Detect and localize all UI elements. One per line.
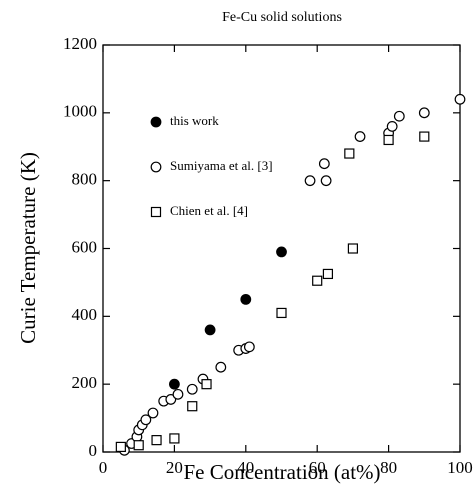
legend-text: this work [170,113,219,128]
legend-text: Sumiyama et al. [3] [170,158,273,173]
y-tick-label: 800 [72,170,98,189]
marker [133,440,144,451]
y-tick-label: 0 [89,441,98,460]
x-tick-label: 40 [237,458,254,477]
marker [322,268,334,280]
marker [386,120,398,132]
legend-marker [150,116,162,128]
x-tick-label: 0 [99,458,108,477]
marker [172,388,184,400]
marker [318,158,330,170]
marker [201,379,212,390]
x-axis-title: Fe Concentration (at%) [183,460,380,484]
x-tick-label: 60 [309,458,326,477]
marker [418,107,430,119]
marker [354,131,366,142]
x-tick-label: 20 [166,458,183,477]
y-tick-label: 1000 [63,102,97,121]
marker [347,243,358,254]
marker [151,435,162,446]
marker [243,341,255,353]
x-tick-label: 80 [380,458,397,477]
marker [454,93,466,105]
marker [312,275,323,286]
marker [168,378,180,390]
marker [204,324,216,336]
y-tick-label: 200 [72,373,98,392]
x-tick-label: 100 [447,458,473,477]
marker [276,307,287,319]
chart-title: Fe-Cu solid solutions [222,10,342,25]
marker [165,394,177,405]
marker [215,361,227,373]
marker [140,414,152,426]
marker [320,175,332,187]
marker [304,175,316,187]
marker [276,246,287,258]
marker [383,134,394,146]
y-tick-label: 400 [72,305,98,324]
marker [115,441,126,453]
marker [344,148,355,159]
marker [187,401,198,412]
marker [186,383,198,395]
marker [419,131,430,142]
legend-marker [150,161,162,173]
y-tick-label: 1200 [63,34,97,53]
marker [169,433,180,444]
marker [147,407,159,419]
y-axis-title: Curie Temperature (K) [16,152,40,344]
legend-text: Chien et al. [4] [170,203,248,218]
y-tick-label: 600 [72,237,98,256]
marker [393,110,405,122]
legend-marker [150,206,162,218]
marker [240,293,252,305]
